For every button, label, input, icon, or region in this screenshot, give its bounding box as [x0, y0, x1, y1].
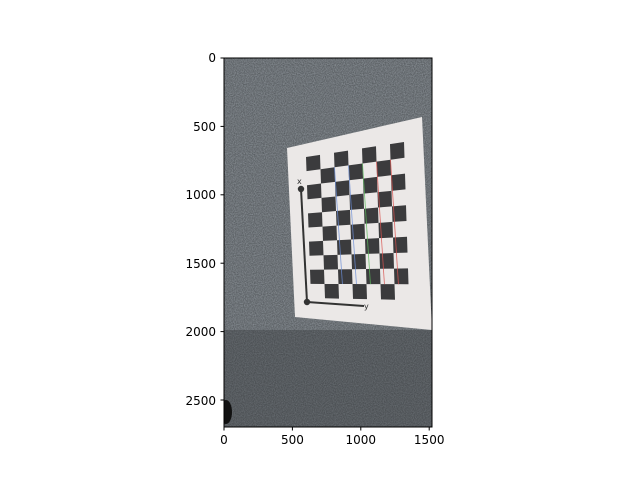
- y-tick: 500: [193, 120, 224, 134]
- corner-lines: [334, 159, 399, 285]
- board-axes: [297, 185, 365, 307]
- carpet-shadow-bottom: [224, 330, 432, 427]
- y-tick: 1500: [185, 257, 224, 271]
- x-tick-label: 0: [220, 433, 228, 447]
- checker-square: [321, 196, 336, 213]
- x-tick: 500: [281, 427, 304, 447]
- checker-square: [337, 239, 352, 255]
- checker-square: [338, 269, 353, 285]
- corner-line: [376, 161, 385, 285]
- checker-square: [336, 209, 351, 226]
- checker-square: [378, 221, 393, 239]
- y-tick: 1000: [185, 188, 224, 202]
- x-tick-label: 500: [281, 433, 304, 447]
- checker-square: [393, 236, 408, 254]
- checker-square: [308, 212, 323, 228]
- y-tick: 2500: [185, 394, 224, 408]
- x-tick: 1000: [346, 427, 377, 447]
- y-tick-label: 2500: [185, 394, 216, 408]
- checker-square: [307, 183, 322, 200]
- y-tick-label: 2000: [185, 325, 216, 339]
- y-tick-label: 1500: [185, 257, 216, 271]
- checker-square: [320, 167, 335, 184]
- x-axis: 0 500 1000 1500: [220, 427, 444, 447]
- axes-frame: [223, 57, 433, 428]
- x-tick-label: 1000: [346, 433, 377, 447]
- checker-square: [309, 240, 324, 256]
- checker-square: [362, 146, 377, 164]
- y-tick: 0: [208, 51, 224, 65]
- checker-square: [324, 283, 339, 299]
- board-label-x: x: [297, 177, 302, 186]
- checker-square: [380, 284, 395, 300]
- checker-square: [335, 180, 350, 197]
- checker-square: [390, 142, 405, 160]
- photo: x y: [224, 58, 432, 427]
- y-tick-label: 1000: [185, 188, 216, 202]
- checker-square: [323, 254, 338, 270]
- checker-square: [365, 238, 380, 254]
- corner-line: [334, 167, 343, 285]
- y-tick-label: 500: [193, 120, 216, 134]
- checkerboard: [306, 142, 409, 300]
- checker-square: [392, 205, 407, 222]
- checker-square: [306, 154, 321, 172]
- checker-square: [334, 150, 349, 168]
- corner-line: [390, 159, 399, 285]
- board-label-y: y: [364, 302, 369, 311]
- checker-square: [322, 225, 337, 241]
- checker-square: [363, 176, 378, 194]
- x-tick: 0: [220, 427, 228, 447]
- checker-square: [364, 207, 379, 224]
- checker-square: [391, 173, 406, 191]
- x-tick-label: 1500: [414, 433, 445, 447]
- x-tick: 1500: [414, 427, 445, 447]
- checker-square: [350, 223, 365, 240]
- checker-square: [310, 269, 325, 284]
- corner-line: [362, 163, 371, 285]
- y-tick: 2000: [185, 325, 224, 339]
- checker-square: [379, 253, 394, 269]
- y-tick-label: 0: [208, 51, 216, 65]
- checker-square: [366, 268, 381, 285]
- checker-square: [377, 190, 392, 208]
- checker-square: [394, 268, 409, 285]
- checker-square: [376, 159, 391, 177]
- y-axis: 0 500 1000 1500 2000 2500: [185, 51, 224, 408]
- checker-square: [351, 253, 366, 270]
- corner-line: [348, 165, 357, 285]
- checker-square: [349, 193, 364, 210]
- checker-square: [348, 163, 363, 181]
- dark-object: [224, 400, 232, 424]
- checker-square: [352, 284, 367, 300]
